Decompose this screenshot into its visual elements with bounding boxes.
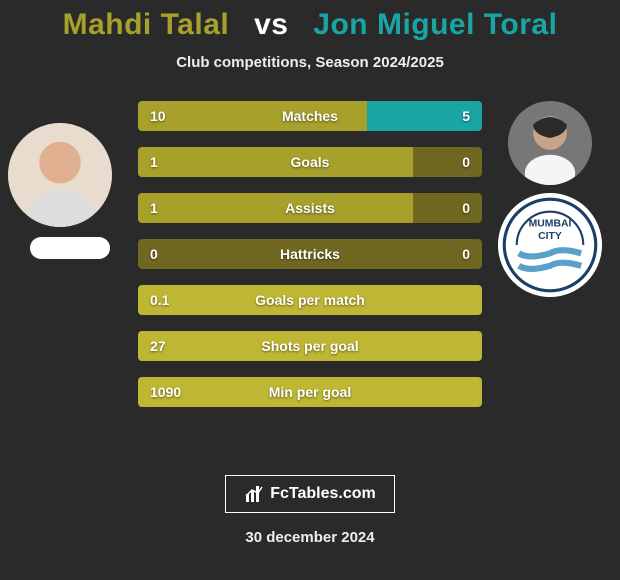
stat-value-left: 0.1 — [150, 292, 169, 308]
subtitle: Club competitions, Season 2024/2025 — [0, 54, 620, 71]
stat-value-right: 0 — [462, 200, 470, 216]
person-icon — [8, 123, 112, 227]
player1-name: Mahdi Talal — [63, 8, 230, 41]
stat-label: Goals per match — [255, 292, 365, 308]
comparison-title: Mahdi Talal vs Jon Miguel Toral — [0, 0, 620, 42]
stat-value-left: 10 — [150, 108, 166, 124]
stat-row: 1 Goals 0 — [138, 147, 482, 177]
stat-value-right: 0 — [462, 246, 470, 262]
stat-label: Goals — [291, 154, 330, 170]
bar-left — [138, 147, 413, 177]
player1-avatar — [8, 123, 112, 227]
brand-chart-icon — [244, 484, 264, 504]
person-icon — [508, 101, 592, 185]
club2-label-mid: CITY — [538, 231, 562, 242]
brand-box: FcTables.com — [225, 475, 395, 513]
stat-label: Assists — [285, 200, 335, 216]
player1-club-badge — [30, 237, 110, 259]
stat-value-right: 0 — [462, 154, 470, 170]
stat-row: 1090 Min per goal — [138, 377, 482, 407]
bar-left — [138, 193, 413, 223]
player2-name: Jon Miguel Toral — [313, 8, 557, 41]
stat-label: Matches — [282, 108, 338, 124]
stat-value-left: 1090 — [150, 384, 181, 400]
stat-value-left: 1 — [150, 200, 158, 216]
vs-label: vs — [254, 8, 288, 41]
stat-bars: 10 Matches 5 1 Goals 0 1 Assists 0 0 Hattricks 0 0.1… — [138, 101, 482, 423]
stat-row: 0.1 Goals per match — [138, 285, 482, 315]
stat-row: 0 Hattricks 0 — [138, 239, 482, 269]
brand-label: FcTables.com — [270, 485, 376, 503]
stat-value-left: 0 — [150, 246, 158, 262]
stat-label: Hattricks — [280, 246, 340, 262]
club2-label-top: MUMBAI — [529, 218, 572, 229]
footer: FcTables.com 30 december 2024 — [0, 475, 620, 546]
stat-value-right: 5 — [462, 108, 470, 124]
player2-avatar — [508, 101, 592, 185]
stat-row: 27 Shots per goal — [138, 331, 482, 361]
stat-label: Min per goal — [269, 384, 351, 400]
stat-value-left: 1 — [150, 154, 158, 170]
stat-row: 10 Matches 5 — [138, 101, 482, 131]
player2-club-badge: MUMBAI CITY — [498, 193, 602, 297]
stat-label: Shots per goal — [261, 338, 358, 354]
stat-row: 1 Assists 0 — [138, 193, 482, 223]
stat-value-left: 27 — [150, 338, 166, 354]
date-label: 30 december 2024 — [0, 529, 620, 546]
club-crest-icon: MUMBAI CITY — [498, 193, 602, 297]
